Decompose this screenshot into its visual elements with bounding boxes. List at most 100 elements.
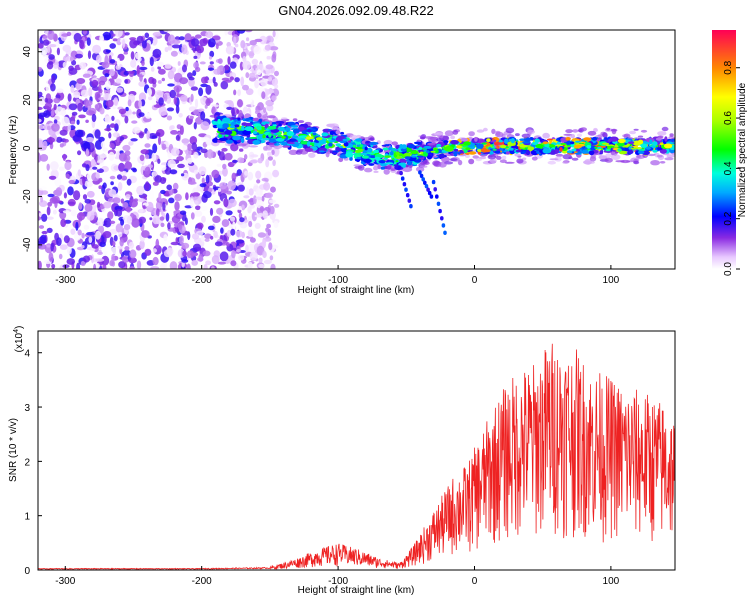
spectrogram-noise-cell: [102, 250, 108, 256]
spectrogram-noise-cell: [210, 235, 214, 240]
spectrogram-noise-cell: [230, 143, 239, 152]
spectrogram-noise-cell: [148, 95, 153, 101]
spectrogram-noise-cell: [46, 206, 51, 216]
spectrogram-noise-cell: [158, 136, 161, 146]
spectrogram-noise-cell: [227, 180, 237, 191]
spectrogram-noise-cell: [253, 45, 262, 55]
spectrogram-noise-cell: [257, 232, 266, 238]
spectrogram-noise-cell: [238, 212, 243, 219]
spectrogram-streak-cell: [427, 190, 432, 196]
spectrogram-noise-cell: [199, 61, 206, 65]
spectrogram-halo-cell: [515, 133, 520, 137]
spectrogram-signal-cell: [285, 127, 291, 133]
spectrogram-noise-cell: [176, 156, 184, 162]
spectrogram-noise-cell: [263, 259, 272, 265]
colorbar-label: Normalized spectral amplitude: [737, 82, 748, 217]
spectrogram-signal-cell: [306, 141, 311, 147]
spectrogram-signal-cell: [481, 142, 487, 145]
spectrogram-noise-cell: [243, 219, 249, 223]
spectrogram-signal-cell: [292, 128, 300, 134]
spectrogram-signal-cell: [465, 147, 471, 150]
spectrogram-noise-cell: [215, 43, 219, 50]
spectrogram-halo-cell: [489, 158, 497, 164]
spectrogram-noise-cell: [204, 233, 212, 239]
spectrogram-noise-cell: [124, 115, 129, 124]
spectrogram-noise-cell: [157, 66, 162, 70]
spectrogram-streak-cell: [436, 201, 441, 206]
spectrogram-signal-cell: [340, 131, 345, 135]
spectrogram-noise-cell: [71, 111, 78, 116]
spectrogram-signal-cell: [432, 155, 438, 158]
spectrogram-noise-cell: [150, 66, 155, 72]
spectrogram-noise-cell: [249, 160, 258, 164]
spectrogram-signal-cell: [384, 144, 390, 147]
spectrogram-signal-cell: [591, 136, 598, 141]
spectrogram-noise-cell: [274, 70, 279, 77]
spectrogram-noise-cell: [69, 56, 74, 62]
spectrogram-noise-cell: [194, 98, 199, 109]
spectrogram-noise-cell: [100, 141, 106, 149]
spectrogram-noise-cell: [123, 51, 128, 55]
spectrogram-noise-cell: [272, 147, 280, 157]
spectrogram-halo-cell: [577, 129, 583, 133]
spectrogram-noise-cell: [247, 206, 252, 214]
spectrogram-noise-cell: [149, 217, 153, 221]
spectrogram-noise-cell: [70, 120, 76, 125]
spectrogram-halo-cell: [248, 145, 259, 148]
spectrogram-noise-cell: [81, 163, 87, 168]
spectrogram-noise-cell: [56, 88, 64, 94]
spectrogram-frame: [37, 29, 676, 270]
spectrogram-x-tick-label: 100: [603, 275, 620, 286]
spectrogram-halo-cell: [263, 146, 268, 151]
spectrogram-noise-cell: [59, 129, 68, 136]
spectrogram-noise-cell: [41, 230, 48, 235]
spectrogram-signal-cell: [271, 122, 277, 125]
spectrogram-noise-cell: [157, 80, 162, 84]
spectrogram-noise-cell: [85, 119, 89, 124]
spectrogram-noise-cell: [42, 140, 48, 149]
spectrogram-noise-cell: [269, 46, 279, 51]
spectrogram-noise-cell: [214, 241, 223, 247]
spectrogram-noise-cell: [121, 255, 130, 263]
spectrogram-halo-cell: [669, 133, 674, 137]
spectrogram-noise-cell: [59, 143, 64, 148]
spectrogram-noise-cell: [130, 138, 138, 142]
spectrogram-noise-cell: [41, 213, 48, 222]
spectrogram-noise-cell: [67, 186, 74, 196]
spectrogram-noise-cell: [190, 86, 198, 91]
spectrogram-noise-cell: [205, 260, 212, 266]
spectrogram-noise-cell: [96, 165, 101, 170]
spectrogram-noise-cell: [272, 30, 276, 38]
spectrogram-noise-cell: [67, 246, 72, 255]
spectrogram-halo-cell: [472, 155, 479, 159]
spectrogram-signal-cell: [315, 137, 323, 141]
spectrogram-noise-cell: [211, 255, 220, 265]
spectrogram-noise-cell: [93, 263, 97, 269]
spectrogram-signal-cell: [342, 138, 349, 141]
spectrogram-noise-cell: [116, 174, 123, 180]
spectrogram-noise-cell: [199, 38, 208, 47]
spectrogram-noise-cell: [218, 151, 225, 161]
spectrogram-noise-cell: [194, 34, 202, 39]
spectrogram-noise-cell: [187, 157, 193, 164]
spectrogram-noise-cell: [202, 250, 211, 257]
spectrogram-signal-cell: [389, 151, 394, 156]
spectrogram-noise-cell: [245, 72, 250, 79]
spectrogram-signal-cell: [363, 158, 372, 163]
spectrogram-noise-cell: [128, 114, 136, 119]
spectrogram-signal-cell: [236, 119, 241, 124]
spectrogram-noise-cell: [111, 115, 115, 121]
spectrogram-signal-cell: [450, 140, 459, 145]
spectrogram-noise-cell: [226, 106, 233, 110]
spectrogram-signal-cell: [267, 120, 273, 125]
spectrogram-noise-cell: [246, 187, 250, 197]
spectrogram-y-tick-label: 0: [22, 145, 33, 151]
spectrogram-noise-cell: [124, 79, 128, 84]
spectrogram-noise-cell: [193, 55, 198, 60]
spectrogram-noise-cell: [266, 223, 271, 229]
spectrogram-signal-cell: [282, 145, 290, 148]
spectrogram-noise-cell: [51, 123, 60, 132]
spectrogram-noise-cell: [144, 166, 151, 175]
spectrogram-noise-cell: [178, 36, 185, 41]
spectrogram-marks: [38, 30, 675, 269]
